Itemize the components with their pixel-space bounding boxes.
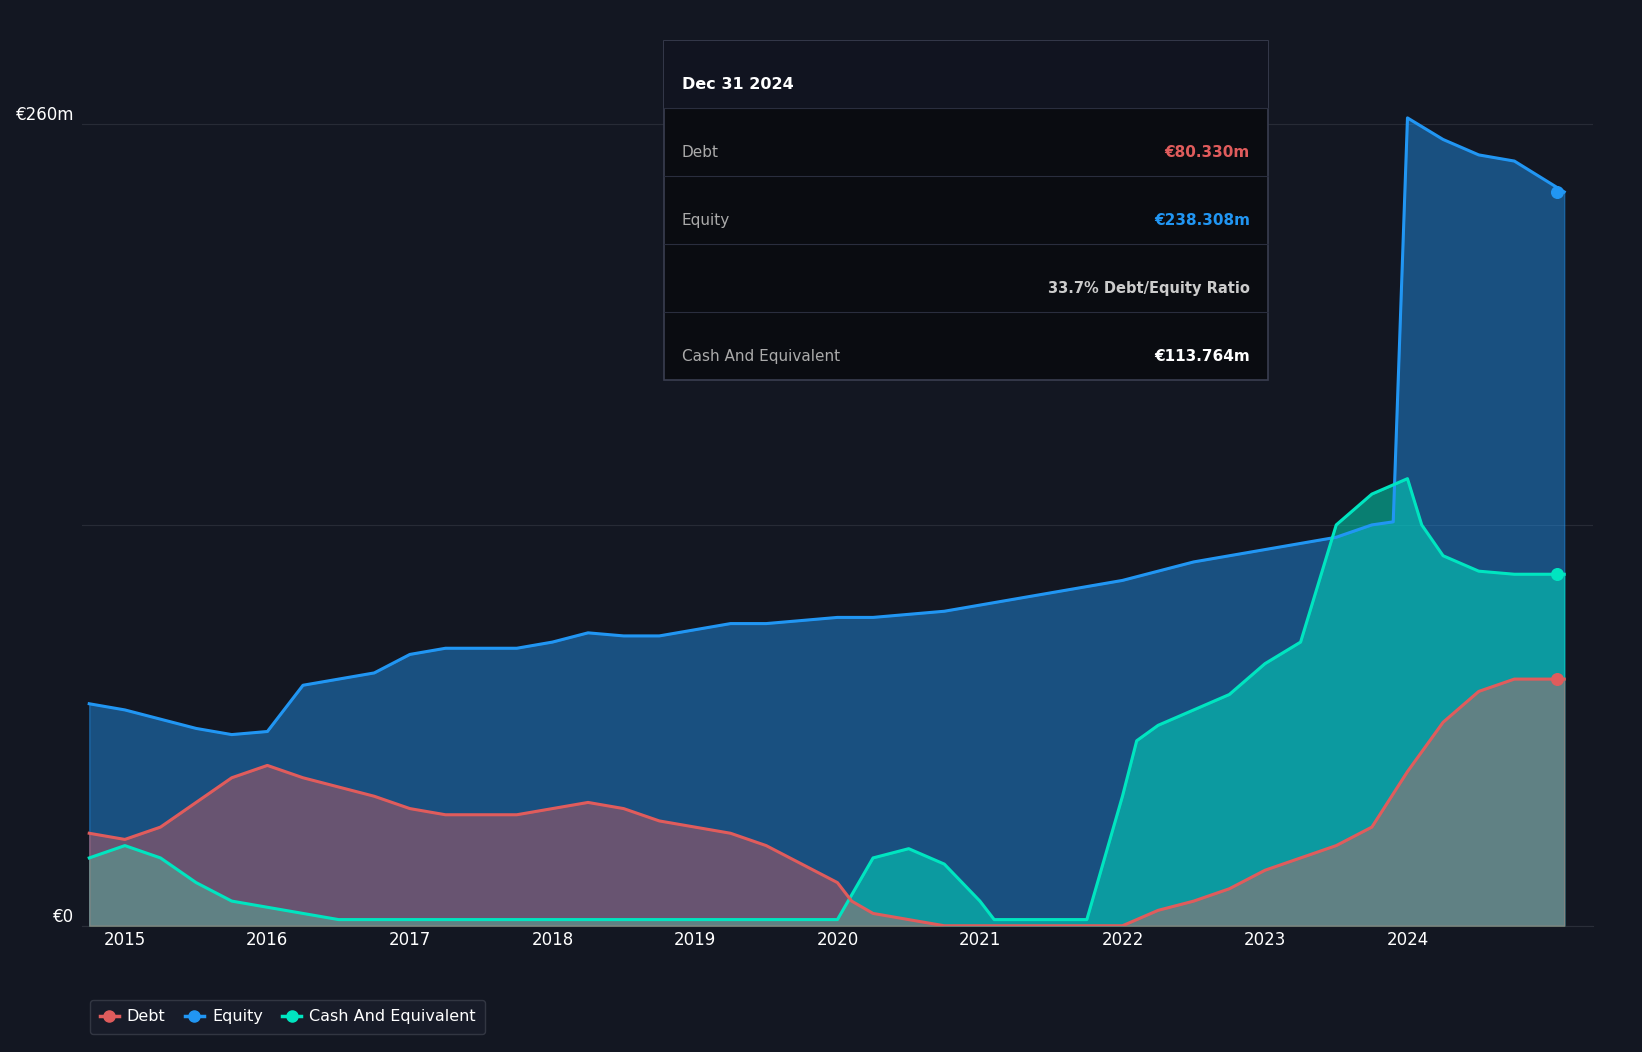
Text: Cash And Equivalent: Cash And Equivalent bbox=[681, 349, 841, 364]
Text: €238.308m: €238.308m bbox=[1154, 214, 1250, 228]
Point bbox=[1543, 566, 1570, 583]
Text: 33.7% Debt/Equity Ratio: 33.7% Debt/Equity Ratio bbox=[1048, 281, 1250, 296]
FancyBboxPatch shape bbox=[663, 41, 1268, 381]
Text: €0: €0 bbox=[54, 908, 74, 926]
Text: Dec 31 2024: Dec 31 2024 bbox=[681, 77, 793, 93]
Text: Equity: Equity bbox=[681, 214, 731, 228]
FancyBboxPatch shape bbox=[663, 41, 1268, 108]
Text: €80.330m: €80.330m bbox=[1164, 145, 1250, 160]
Text: €260m: €260m bbox=[16, 106, 74, 124]
Point bbox=[1543, 183, 1570, 200]
Text: Debt: Debt bbox=[681, 145, 719, 160]
Text: €113.764m: €113.764m bbox=[1154, 349, 1250, 364]
Point bbox=[1543, 671, 1570, 688]
Legend: Debt, Equity, Cash And Equivalent: Debt, Equity, Cash And Equivalent bbox=[90, 999, 486, 1034]
